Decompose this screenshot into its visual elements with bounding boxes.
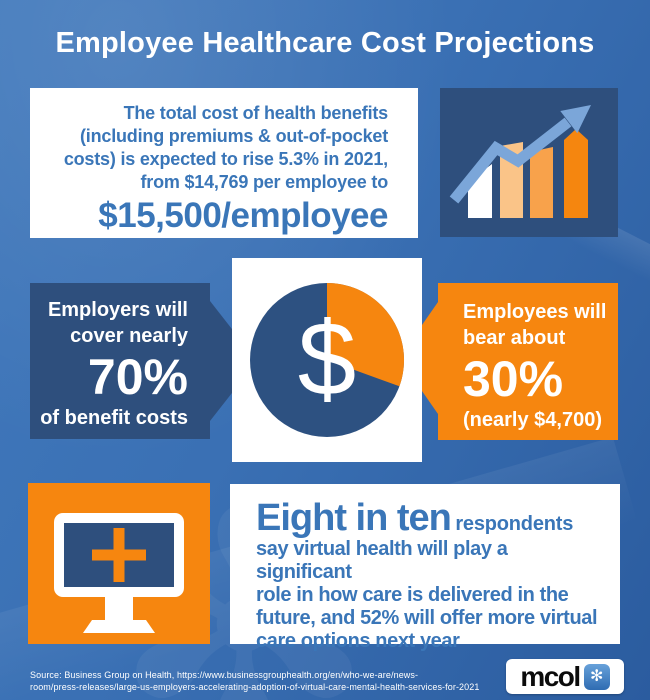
cost-projection-box: The total cost of health benefits (inclu… — [30, 88, 418, 238]
source-citation: Source: Business Group on Health, https:… — [30, 670, 500, 693]
virtual-care-lead-rest: respondents — [455, 513, 574, 535]
source-line: Source: Business Group on Health, https:… — [30, 670, 419, 680]
mcol-logo-text: mcol — [520, 660, 581, 692]
employees-caption: (nearly $4,700) — [463, 409, 602, 431]
cost-line: The total cost of health benefits — [123, 103, 389, 123]
employees-callout: Employees will bear about 30% (nearly $4… — [438, 283, 618, 440]
virtual-care-lead: Eight in ten — [256, 497, 452, 539]
cost-line: (including premiums & out-of-pocket — [80, 126, 388, 146]
cost-line: from $14,769 per employee to — [140, 172, 388, 192]
cost-line: costs) is expected to rise 5.3% in 2021, — [63, 149, 388, 169]
employers-caption: of benefit costs — [40, 407, 188, 429]
mcol-asterisk-icon: ✻ — [583, 663, 610, 690]
mcol-logo: mcol ✻ — [506, 659, 624, 694]
cost-share-pie-icon — [250, 283, 405, 437]
virtual-care-line: care options next year — [256, 630, 460, 652]
dollar-sign: $ — [297, 301, 357, 418]
employees-line: Employees will — [463, 301, 607, 323]
chart-icon-box — [440, 88, 618, 237]
monitor-plus-icon — [54, 513, 184, 633]
cost-highlight: $15,500/employee — [98, 196, 388, 235]
virtual-care-box: Eight in ten respondents say virtual hea… — [230, 484, 620, 652]
employees-stat: 30% — [463, 351, 564, 407]
employees-line: bear about — [463, 327, 566, 349]
page-title: Employee Healthcare Cost Projections — [55, 27, 595, 59]
employers-line: Employers will — [47, 299, 188, 321]
source-line: room/press-releases/large-us-employers-a… — [30, 681, 480, 692]
employers-stat: 70% — [87, 349, 188, 405]
dollar-split-box: $ — [232, 258, 422, 462]
virtual-care-line: future, and 52% will offer more virtual — [256, 607, 598, 629]
telehealth-icon-box — [28, 483, 210, 644]
bar-chart-rising-arrow-icon — [449, 105, 591, 218]
employers-callout: Employers will cover nearly 70% of benef… — [30, 283, 210, 439]
virtual-care-lead-line: Eight in ten respondents — [256, 498, 606, 538]
employers-line: cover nearly — [70, 325, 188, 347]
virtual-care-line: say virtual health will play a significa… — [256, 538, 508, 583]
virtual-care-line: role in how care is delivered in the — [256, 584, 569, 606]
